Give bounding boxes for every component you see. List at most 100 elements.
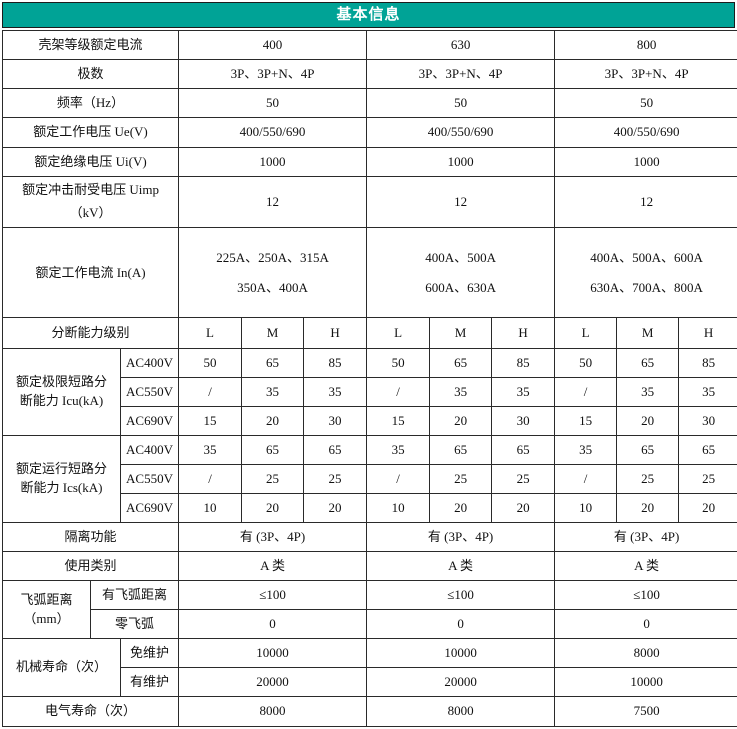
value-cell: / — [179, 378, 242, 407]
value-cell: 20 — [430, 407, 492, 436]
value-cell: 400A、500A、600A 630A、700A、800A — [555, 228, 737, 318]
value-cell: 20 — [242, 494, 304, 523]
value-cell: 35 — [679, 378, 737, 407]
value-cell: 12 — [555, 177, 737, 228]
value-cell: 0 — [367, 610, 555, 639]
value-cell: 65 — [492, 436, 555, 465]
row-ics-ac400v: 额定运行短路分 断能力 Ics(kA) AC400V 35 65 65 35 6… — [3, 436, 737, 465]
value-cell: 20000 — [179, 668, 367, 697]
value-cell: 35 — [555, 436, 617, 465]
row-mech-free: 机械寿命（次） 免维护 10000 10000 8000 — [3, 639, 737, 668]
value-cell: 35 — [304, 378, 367, 407]
row-label: 飞弧距离 （mm） — [3, 581, 91, 639]
value-cell: 30 — [492, 407, 555, 436]
value-cell: 有 (3P、4P) — [367, 523, 555, 552]
value-cell: 20 — [242, 407, 304, 436]
sub-label: AC690V — [121, 407, 179, 436]
value-cell: L — [367, 318, 430, 349]
value-cell: 10000 — [555, 668, 737, 697]
value-cell: 800 — [555, 31, 737, 60]
row-label: 额定冲击耐受电压 Uimp （kV） — [3, 177, 179, 228]
row-label: 壳架等级额定电流 — [3, 31, 179, 60]
value-cell: 65 — [430, 436, 492, 465]
value-cell: 0 — [555, 610, 737, 639]
value-cell: 20 — [617, 494, 679, 523]
value-cell: / — [367, 378, 430, 407]
value-cell: 50 — [367, 349, 430, 378]
row-label: 机械寿命（次） — [3, 639, 121, 697]
value-cell: 50 — [179, 89, 367, 118]
value-cell: 20 — [679, 494, 737, 523]
row-label: 额定工作电压 Ue(V) — [3, 118, 179, 148]
value-cell: 10 — [555, 494, 617, 523]
value-cell: 30 — [304, 407, 367, 436]
row-ue: 额定工作电压 Ue(V) 400/550/690 400/550/690 400… — [3, 118, 737, 148]
value-cell: 400A、500A 600A、630A — [367, 228, 555, 318]
row-label: 隔离功能 — [3, 523, 179, 552]
sub-label: 零飞弧 — [91, 610, 179, 639]
value-cell: 12 — [179, 177, 367, 228]
value-cell: 25 — [679, 465, 737, 494]
value-cell: 35 — [492, 378, 555, 407]
value-cell: 10 — [367, 494, 430, 523]
value-cell: 65 — [242, 436, 304, 465]
value-cell: 有 (3P、4P) — [179, 523, 367, 552]
row-label: 额定极限短路分 断能力 Icu(kA) — [3, 349, 121, 436]
row-label: 极数 — [3, 60, 179, 89]
value-cell: 20 — [617, 407, 679, 436]
value-cell: H — [492, 318, 555, 349]
value-cell: 8000 — [367, 697, 555, 727]
value-cell: 35 — [242, 378, 304, 407]
value-cell: A 类 — [179, 552, 367, 581]
value-cell: 400 — [179, 31, 367, 60]
row-isolation: 隔离功能 有 (3P、4P) 有 (3P、4P) 有 (3P、4P) — [3, 523, 737, 552]
value-cell: 400/550/690 — [555, 118, 737, 148]
value-cell: M — [617, 318, 679, 349]
value-cell: M — [430, 318, 492, 349]
value-cell: 15 — [367, 407, 430, 436]
row-elec-life: 电气寿命（次） 8000 8000 7500 — [3, 697, 737, 727]
value-cell: 225A、250A、315A 350A、400A — [179, 228, 367, 318]
value-cell: 1000 — [555, 148, 737, 177]
value-cell: 1000 — [179, 148, 367, 177]
value-cell: 10000 — [179, 639, 367, 668]
value-cell: / — [179, 465, 242, 494]
value-cell: 8000 — [179, 697, 367, 727]
value-cell: 50 — [555, 89, 737, 118]
row-category: 使用类别 A 类 A 类 A 类 — [3, 552, 737, 581]
value-cell: 65 — [242, 349, 304, 378]
sub-label: AC550V — [121, 378, 179, 407]
value-cell: 8000 — [555, 639, 737, 668]
sub-label: 免维护 — [121, 639, 179, 668]
value-cell: 85 — [304, 349, 367, 378]
value-cell: 50 — [367, 89, 555, 118]
value-cell: 50 — [179, 349, 242, 378]
value-cell: 65 — [617, 349, 679, 378]
value-cell: 65 — [430, 349, 492, 378]
value-cell: 25 — [304, 465, 367, 494]
value-cell: 20000 — [367, 668, 555, 697]
row-breaking-level: 分断能力级别 L M H L M H L M H — [3, 318, 737, 349]
value-cell: / — [555, 378, 617, 407]
value-cell: 1000 — [367, 148, 555, 177]
value-cell: 有 (3P、4P) — [555, 523, 737, 552]
sub-label: AC550V — [121, 465, 179, 494]
row-label: 频率（Hz） — [3, 89, 179, 118]
value-cell: 25 — [430, 465, 492, 494]
sub-label: AC690V — [121, 494, 179, 523]
row-label: 使用类别 — [3, 552, 179, 581]
row-frame-current: 壳架等级额定电流 400 630 800 — [3, 31, 737, 60]
row-poles: 极数 3P、3P+N、4P 3P、3P+N、4P 3P、3P+N、4P — [3, 60, 737, 89]
value-cell: 25 — [617, 465, 679, 494]
row-frequency: 频率（Hz） 50 50 50 — [3, 89, 737, 118]
value-cell: 3P、3P+N、4P — [555, 60, 737, 89]
value-cell: A 类 — [367, 552, 555, 581]
value-cell: 35 — [617, 378, 679, 407]
row-label: 额定绝缘电压 Ui(V) — [3, 148, 179, 177]
value-cell: 15 — [179, 407, 242, 436]
value-cell: L — [179, 318, 242, 349]
value-cell: 20 — [304, 494, 367, 523]
value-cell: 35 — [430, 378, 492, 407]
value-cell: H — [679, 318, 737, 349]
